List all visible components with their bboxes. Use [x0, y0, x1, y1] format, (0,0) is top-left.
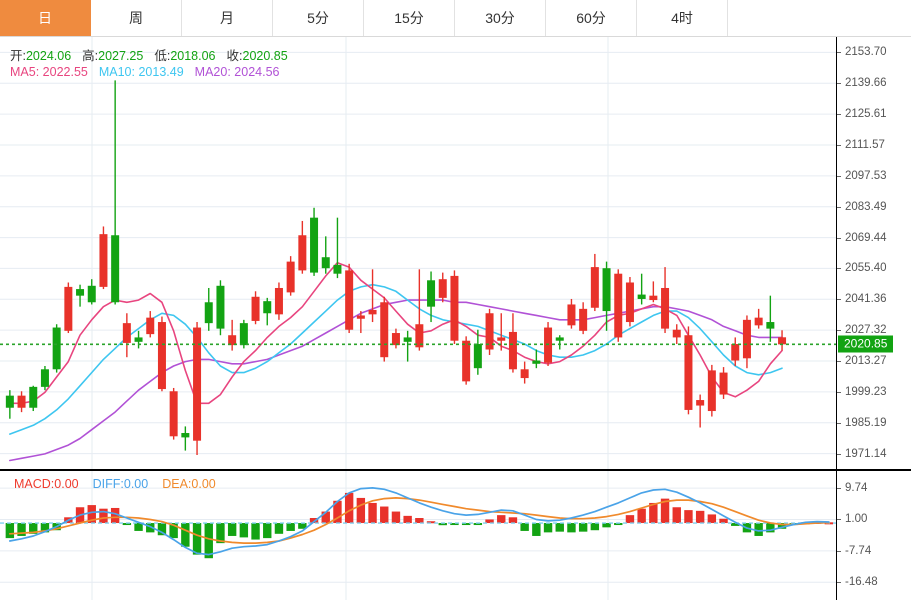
diff-label: DIFF:	[92, 477, 124, 491]
moving-average-readout: MA5: 2022.55 MA10: 2013.49 MA20: 2024.56	[10, 65, 290, 79]
close-label: 收:	[226, 49, 243, 63]
tab-label: 30分	[485, 10, 515, 26]
tab-60min[interactable]: 60分	[546, 0, 637, 36]
tab-label: 周	[129, 10, 143, 26]
tab-label: 日	[38, 10, 52, 26]
ma5-label: MA5:	[10, 65, 40, 79]
ma20-value: 2024.56	[234, 65, 280, 79]
tab-30min[interactable]: 30分	[455, 0, 546, 36]
price-axis-tick: 2055.40	[837, 262, 887, 274]
tab-day[interactable]: 日	[0, 0, 91, 36]
tab-label: 月	[220, 10, 234, 26]
open-label: 开:	[10, 49, 26, 63]
price-axis-tick: 2013.27	[837, 355, 887, 367]
ma20-label: MA20:	[194, 65, 231, 79]
macd-svg	[0, 471, 836, 600]
price-axis: 2153.70 2139.66 2125.61 2111.57 2097.53 2083.…	[836, 37, 911, 469]
price-axis-tick: 2153.70	[837, 46, 887, 58]
tab-label: 15分	[394, 10, 424, 26]
tab-15min[interactable]: 15分	[364, 0, 455, 36]
close-value: 2020.85	[242, 49, 288, 63]
tab-label: 4时	[671, 10, 693, 26]
low-label: 低:	[154, 49, 171, 63]
macd-plot-area[interactable]	[0, 471, 836, 600]
macd-value: 0.00	[54, 477, 79, 491]
price-axis-tick: 2139.66	[837, 77, 887, 89]
macd-axis-tick: 1.00	[837, 513, 867, 525]
macd-readout: MACD:0.00 DIFF:0.00 DEA:0.00	[14, 477, 230, 491]
macd-panel: MACD:0.00 DIFF:0.00 DEA:0.00 9.74 1.00 -7.74…	[0, 469, 911, 600]
ma5-value: 2022.55	[42, 65, 88, 79]
candlestick-plot-area[interactable]	[0, 37, 836, 469]
macd-axis-tick: 9.74	[837, 482, 867, 494]
macd-axis-tick: -16.48	[837, 576, 878, 588]
tab-week[interactable]: 周	[91, 0, 182, 36]
price-axis-tick: 1985.19	[837, 417, 887, 429]
current-price-tag: 2020.85	[838, 335, 894, 353]
macd-axis: 9.74 1.00 -7.74 -16.48	[836, 471, 911, 600]
price-axis-tick: 2027.32	[837, 324, 887, 336]
price-axis-tick: 2097.53	[837, 170, 887, 182]
price-axis-tick: 2083.49	[837, 201, 887, 213]
macd-label: MACD:	[14, 477, 55, 491]
tab-bar-filler	[728, 0, 911, 36]
price-axis-tick: 1999.23	[837, 386, 887, 398]
tab-label: 60分	[576, 10, 606, 26]
price-axis-tick: 2041.36	[837, 293, 887, 305]
candlestick-svg	[0, 37, 836, 469]
high-value: 2027.25	[98, 49, 144, 63]
macd-axis-tick: -7.74	[837, 545, 871, 557]
tab-5min[interactable]: 5分	[273, 0, 364, 36]
price-axis-tick: 2069.44	[837, 232, 887, 244]
price-axis-tick: 2125.61	[837, 108, 887, 120]
dea-label: DEA:	[162, 477, 192, 491]
tab-label: 5分	[307, 10, 329, 26]
high-label: 高:	[82, 49, 99, 63]
tab-4hour[interactable]: 4时	[637, 0, 728, 36]
price-axis-tick: 1971.14	[837, 448, 887, 460]
ma10-value: 2013.49	[138, 65, 184, 79]
dea-value: 0.00	[191, 477, 216, 491]
ohlc-readout: 开:2024.06 高:2027.25 低:2018.06 收:2020.85	[10, 45, 299, 64]
diff-value: 0.00	[123, 477, 149, 491]
low-value: 2018.06	[170, 49, 216, 63]
open-value: 2024.06	[25, 49, 72, 63]
ma10-label: MA10:	[98, 65, 135, 79]
price-panel: 开:2024.06 高:2027.25 低:2018.06 收:2020.85 MA5…	[0, 37, 911, 469]
tab-month[interactable]: 月	[182, 0, 273, 36]
price-axis-tick: 2111.57	[837, 139, 885, 151]
period-tab-bar: 日 周 月 5分 15分 30分 60分 4时	[0, 0, 911, 37]
